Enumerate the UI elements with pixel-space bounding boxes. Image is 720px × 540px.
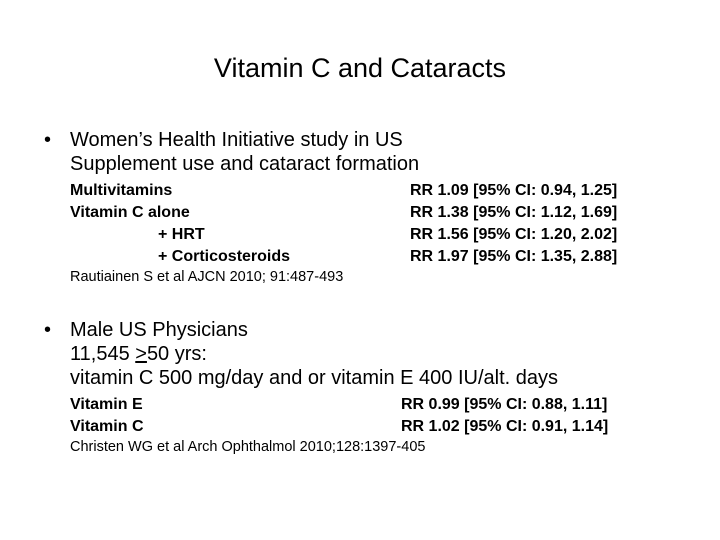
result-row: Vitamin E RR 0.99 [95% CI: 0.88, 1.11]: [70, 394, 710, 416]
slide-title: Vitamin C and Cataracts: [213, 53, 507, 83]
row-value: RR 0.99 [95% CI: 0.88, 1.11]: [401, 396, 608, 413]
row-value: RR 1.09 [95% CI: 0.94, 1.25]: [410, 182, 618, 199]
result-row: Vitamin C RR 1.02 [95% CI: 0.91, 1.14]: [70, 416, 710, 438]
bullet-text: Women’s Health Initiative study in US Su…: [70, 128, 419, 176]
row-value: RR 1.38 [95% CI: 1.12, 1.69]: [410, 204, 618, 221]
results-table: Vitamin E RR 0.99 [95% CI: 0.88, 1.11] V…: [70, 394, 710, 438]
bullet-line: vitamin C 500 mg/day and or vitamin E 40…: [70, 367, 559, 389]
result-row: + HRT RR 1.56 [95% CI: 1.20, 2.02]: [70, 224, 710, 246]
bullet-line: Women’s Health Initiative study in US: [70, 129, 403, 151]
bullet-line: Male US Physicians: [70, 319, 248, 341]
row-label: Vitamin C alone: [70, 204, 190, 221]
row-label: + Corticosteroids: [158, 248, 291, 265]
greater-than-or-equal-symbol: >: [135, 343, 147, 365]
row-value: RR 1.56 [95% CI: 1.20, 2.02]: [410, 226, 618, 243]
result-row: + Corticosteroids RR 1.97 [95% CI: 1.35,…: [70, 246, 710, 268]
bullet-text: Male US Physicians 11,545 >50 yrs: vitam…: [70, 318, 558, 390]
row-label: Vitamin C: [70, 418, 144, 435]
results-table: Multivitamins RR 1.09 [95% CI: 0.94, 1.2…: [70, 180, 710, 268]
result-row: Multivitamins RR 1.09 [95% CI: 0.94, 1.2…: [70, 180, 710, 202]
citation: Rautiainen S et al AJCN 2010; 91:487-493: [70, 269, 344, 285]
bullet-marker: •: [44, 319, 52, 341]
bullet-marker: •: [44, 129, 52, 151]
line-segment: 50 yrs:: [146, 343, 207, 365]
citation: Christen WG et al Arch Ophthalmol 2010;1…: [70, 439, 426, 455]
row-label: + HRT: [158, 226, 205, 243]
result-row: Vitamin C alone RR 1.38 [95% CI: 1.12, 1…: [70, 202, 710, 224]
row-value: RR 1.97 [95% CI: 1.35, 2.88]: [410, 248, 618, 265]
line-segment: 11,545: [70, 343, 136, 365]
row-label: Vitamin E: [70, 396, 143, 413]
bullet-line: Supplement use and cataract formation: [70, 153, 420, 175]
bullet-line: 11,545 >50 yrs:: [70, 342, 558, 366]
row-value: RR 1.02 [95% CI: 0.91, 1.14]: [401, 418, 609, 435]
row-label: Multivitamins: [70, 182, 173, 199]
